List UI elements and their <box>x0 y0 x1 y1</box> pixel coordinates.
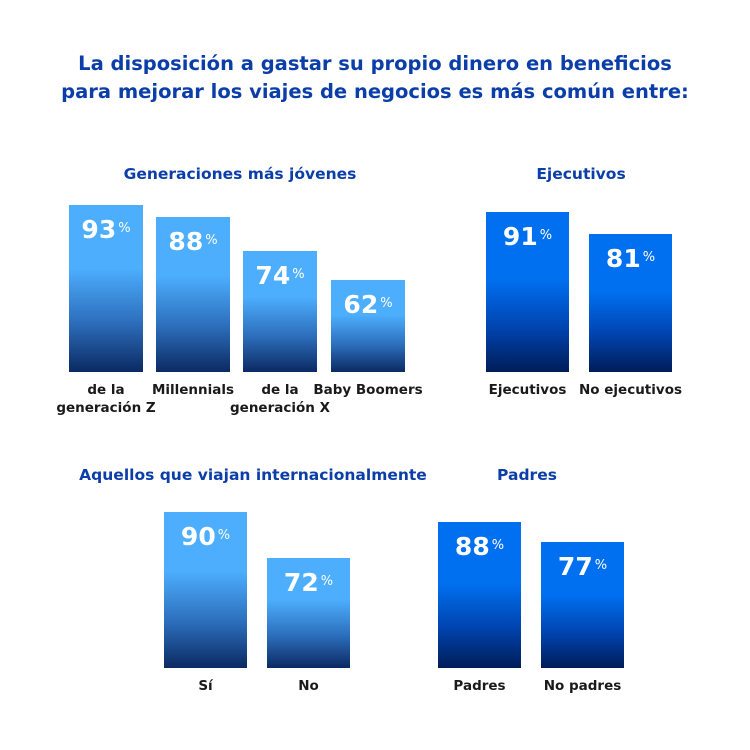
percent-sign: % <box>380 296 393 311</box>
data-value: 90 <box>180 522 216 551</box>
category-label: de la generación X <box>230 382 330 416</box>
percent-sign: % <box>217 528 231 543</box>
bar: 88% <box>156 217 230 372</box>
data-value: 81 <box>605 244 641 273</box>
data-label: 93% <box>69 215 143 244</box>
percent-sign: % <box>118 221 131 236</box>
category-label: Sí <box>198 678 213 694</box>
percent-sign: % <box>539 228 553 243</box>
title-line-1: La disposición a gastar su propio dinero… <box>78 52 672 75</box>
chart-title: Padres <box>497 466 557 484</box>
percent-sign: % <box>491 538 505 553</box>
bar: 77% <box>541 542 624 668</box>
main-title: La disposición a gastar su propio dinero… <box>0 50 750 106</box>
category-label: Ejecutivos <box>488 382 567 398</box>
data-value: 91 <box>502 222 538 251</box>
category-label: No <box>298 678 319 694</box>
bar: 90% <box>164 512 247 668</box>
bar: 62% <box>331 280 405 372</box>
category-label: Padres <box>453 678 506 694</box>
bar: 88% <box>438 522 521 668</box>
category-label: Millennials <box>151 382 235 398</box>
title-line-2: para mejorar los viajes de negocios es m… <box>61 80 689 103</box>
chart-title: Ejecutivos <box>536 165 626 183</box>
percent-sign: % <box>205 233 218 249</box>
data-value: 72 <box>283 568 319 597</box>
percent-sign: % <box>594 558 608 573</box>
data-label: 88% <box>438 532 521 561</box>
bar: 74% <box>243 250 317 372</box>
percent-sign: % <box>320 574 334 589</box>
data-value: 88 <box>168 227 204 257</box>
category-label: No ejecutivos <box>578 382 683 398</box>
bar: 72% <box>267 558 350 668</box>
percent-sign: % <box>642 250 656 265</box>
data-label: 90% <box>164 522 247 551</box>
data-value: 62 <box>343 290 379 319</box>
data-label: 62% <box>331 290 405 319</box>
chart-title: Generaciones más jóvenes <box>123 165 357 183</box>
bar: 81% <box>589 234 672 372</box>
data-value: 88 <box>454 532 490 561</box>
data-label: 88% <box>156 227 230 256</box>
bar: 91% <box>486 212 569 372</box>
bar: 93% <box>69 205 143 372</box>
category-label: No padres <box>543 678 622 694</box>
data-label: 91% <box>486 222 569 251</box>
chart-title: Aquellos que viajan internacionalmente <box>79 466 427 484</box>
data-value: 93 <box>81 215 117 244</box>
data-label: 72% <box>267 568 350 597</box>
data-value: 77 <box>557 552 593 581</box>
data-label: 74% <box>243 261 317 290</box>
data-label: 77% <box>541 552 624 581</box>
data-label: 81% <box>589 244 672 273</box>
category-label: Baby Boomers <box>313 382 423 398</box>
category-label: de la generación Z <box>56 382 156 416</box>
percent-sign: % <box>292 266 305 282</box>
data-value: 74 <box>255 260 291 290</box>
